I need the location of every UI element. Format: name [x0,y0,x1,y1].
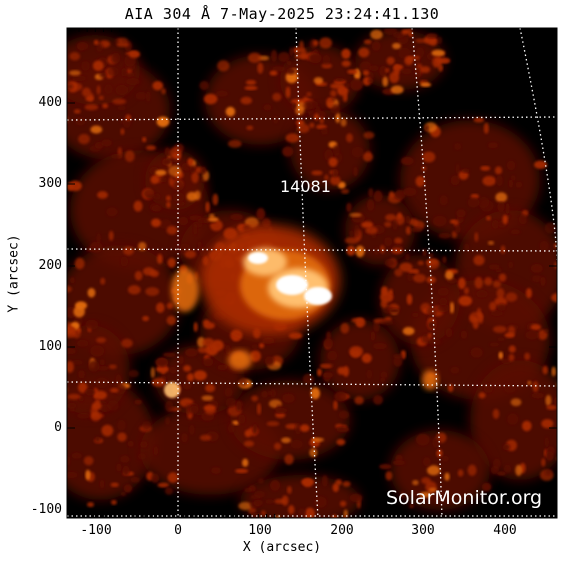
x-tick-label: 200 [330,523,354,538]
solar-image [67,28,557,518]
coordinate-grid [67,28,557,518]
y-tick-label: 300 [38,176,62,191]
watermark: SolarMonitor.org [386,487,543,509]
active-region-label: 14081 [280,177,331,196]
plot-border [66,27,558,519]
x-tick-label: 400 [493,523,517,538]
y-axis-label: Y (arcsec) [6,234,22,313]
y-tick-label: 0 [54,420,62,435]
y-tick-label: 100 [38,339,62,354]
y-tick-label: -100 [30,502,62,517]
x-tick-label: 0 [174,523,182,538]
x-axis-label: X (arcsec) [242,540,322,555]
axis-ticks [67,28,557,518]
image-title: AIA 304 Å 7-May-2025 23:24:41.130 [124,5,440,23]
y-tick-label: 400 [38,95,62,110]
y-tick-label: 200 [38,258,62,273]
x-tick-label: 300 [411,523,435,538]
x-tick-label: -100 [80,523,112,538]
x-tick-label: 100 [248,523,272,538]
